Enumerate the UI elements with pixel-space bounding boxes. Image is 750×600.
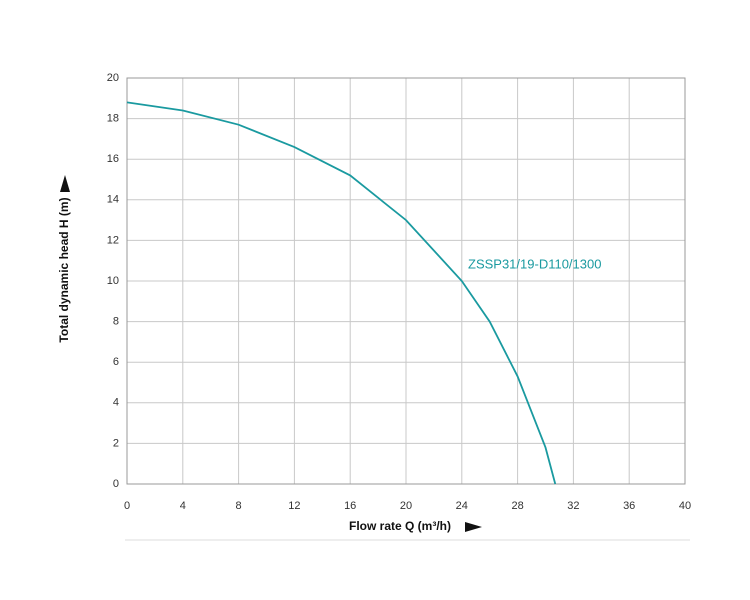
series-line [126, 101, 557, 485]
y-tick-label: 16 [107, 153, 119, 165]
x-tick-label: 12 [288, 500, 300, 512]
x-axis-title: Flow rate Q (m³/h) [349, 519, 451, 533]
x-tick-label: 24 [456, 500, 468, 512]
x-tick-label: 40 [679, 500, 691, 512]
x-tick-label: 28 [511, 500, 523, 512]
y-tick-label: 4 [113, 397, 119, 409]
x-axis-arrow [465, 522, 482, 532]
y-tick-label: 12 [107, 234, 119, 246]
x-tick-label: 8 [236, 500, 242, 512]
y-tick-label: 20 [107, 72, 119, 84]
y-axis-title: Total dynamic head H (m) [57, 197, 71, 342]
y-tick-label: 2 [113, 437, 119, 449]
plot-frame [126, 77, 686, 485]
y-axis-arrow [60, 175, 70, 192]
x-tick-label: 20 [400, 500, 412, 512]
y-tick-label: 0 [113, 478, 119, 490]
y-tick-label: 10 [107, 275, 119, 287]
y-tick-label: 14 [107, 194, 119, 206]
y-tick-label: 6 [113, 356, 119, 368]
x-tick-label: 16 [344, 500, 356, 512]
series-label: ZSSP31/19-D110/1300 [468, 256, 601, 271]
x-tick-label: 4 [180, 500, 186, 512]
x-tick-label: 32 [567, 500, 579, 512]
y-tick-label: 8 [113, 316, 119, 328]
x-tick-label: 0 [124, 500, 130, 512]
y-tick-label: 18 [107, 113, 119, 125]
x-tick-label: 36 [623, 500, 635, 512]
